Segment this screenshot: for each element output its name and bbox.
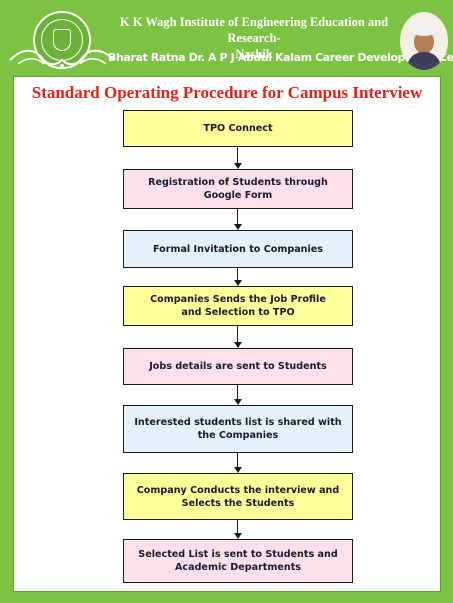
flow-step-text: Interested students list is shared with (134, 417, 342, 428)
arrow-down-icon (233, 342, 242, 348)
flow-step-6: Interested students list is shared with t… (123, 405, 353, 453)
arrow-down-icon (233, 399, 242, 405)
arrow-down-icon (233, 224, 242, 230)
flow-step-4: Companies Sends the Job Profile and Selec… (123, 286, 353, 326)
connector-line (237, 147, 238, 164)
connector-line (237, 520, 238, 534)
diagram-title: Standard Operating Procedure for Campus … (31, 83, 423, 102)
connector-line (237, 209, 238, 225)
connector-line (237, 326, 238, 343)
flow-step-8: Selected List is sent to Students and Aca… (123, 539, 353, 583)
arrow-down-icon (233, 533, 242, 539)
flow-step-text: Selects the Students (181, 497, 295, 509)
flow-step-text: Registration of Students through (148, 177, 328, 188)
flow-step-1: TPO Connect (123, 110, 353, 147)
connector-line (237, 385, 238, 400)
flow-step-text: Companies Sends the Job Profile (150, 294, 326, 305)
arrow-down-icon (233, 467, 242, 473)
portrait-photo-icon (400, 12, 448, 70)
flow-step-text: Academic Departments (174, 562, 302, 573)
flow-step-text: TPO Connect (203, 123, 273, 134)
center-name: Bharat Ratna Dr. A P J Abdul Kalam Caree… (108, 51, 453, 64)
sop-panel: Standard Operating Procedure for Campus … (13, 76, 441, 592)
flow-step-text: Jobs details are sent to Students (149, 361, 327, 372)
flow-step-text: Company Conducts the interview and (136, 484, 340, 496)
flow-step-3: Formal Invitation to Companies (123, 230, 353, 268)
connector-line (237, 453, 238, 468)
flow-step-text: Formal Invitation to Companies (152, 243, 324, 255)
flow-step-7: Company Conducts the interview and Select… (123, 473, 353, 520)
institute-name: K K Wagh Institute of Engineering Educat… (119, 15, 389, 61)
header-banner: K K Wagh Institute of Engineering Educat… (0, 0, 453, 76)
flow-step-text: Google Form (203, 190, 273, 201)
flow-step-text: the Companies (197, 430, 279, 441)
flow-step-2: Registration of Students through Google F… (123, 169, 353, 209)
connector-line (237, 268, 238, 281)
flow-step-text: Selected List is sent to Students and (138, 549, 338, 560)
arrow-down-icon (233, 163, 242, 169)
arrow-down-icon (233, 280, 242, 286)
flow-step-5: Jobs details are sent to Students (123, 348, 353, 385)
flow-step-text: and Selection to TPO (181, 307, 295, 318)
ornament-swirl-icon (9, 49, 115, 68)
